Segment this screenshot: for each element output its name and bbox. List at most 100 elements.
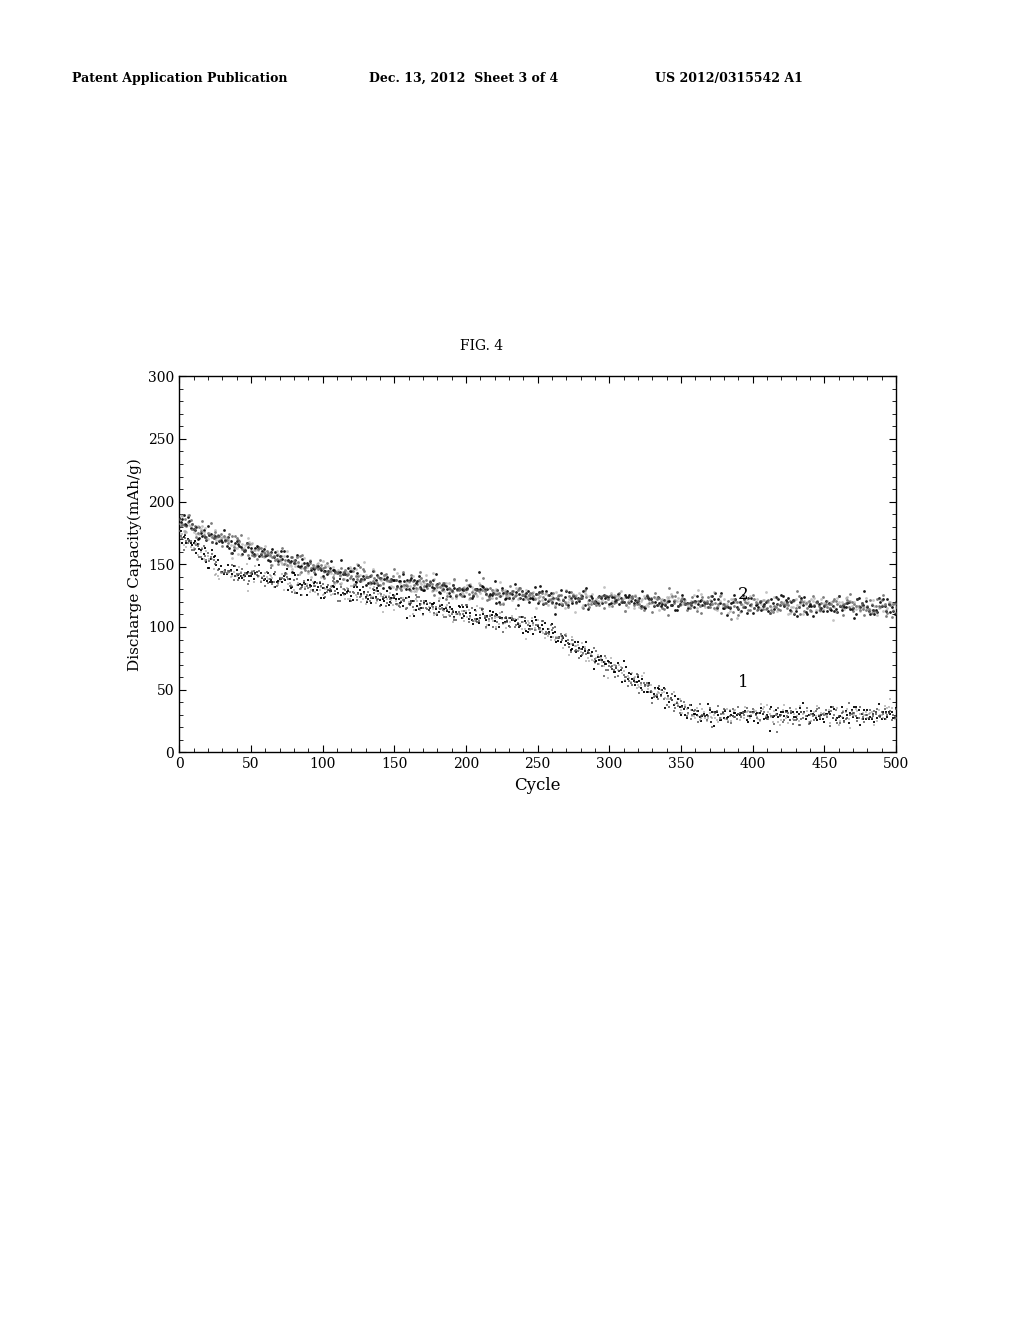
Point — [386, 587, 402, 609]
Point — [723, 589, 739, 610]
Point — [310, 577, 327, 598]
Point — [433, 598, 450, 619]
Point — [795, 603, 811, 624]
Point — [356, 552, 373, 573]
Point — [779, 706, 796, 727]
Point — [788, 701, 805, 722]
Point — [590, 586, 606, 607]
Point — [666, 591, 682, 612]
Point — [809, 593, 825, 614]
Point — [528, 598, 545, 619]
Point — [403, 591, 420, 612]
Point — [446, 570, 463, 591]
Point — [307, 572, 324, 593]
Point — [240, 581, 256, 602]
Point — [211, 525, 227, 546]
Point — [422, 572, 438, 593]
Point — [584, 642, 600, 663]
Point — [855, 702, 871, 723]
Point — [182, 510, 199, 531]
Point — [306, 561, 323, 582]
Point — [559, 595, 575, 616]
Point — [368, 579, 384, 601]
Point — [502, 616, 518, 638]
Point — [784, 714, 801, 735]
Point — [342, 560, 358, 581]
Point — [798, 709, 814, 730]
Point — [759, 590, 775, 611]
Point — [207, 553, 223, 574]
Point — [590, 644, 606, 665]
Point — [740, 701, 757, 722]
Point — [197, 550, 213, 572]
Point — [404, 565, 421, 586]
Point — [572, 645, 589, 667]
Point — [507, 573, 523, 594]
Point — [835, 594, 851, 615]
Point — [540, 623, 556, 644]
Point — [337, 560, 353, 581]
Point — [770, 599, 786, 620]
Point — [848, 697, 864, 718]
Point — [227, 566, 244, 587]
Point — [354, 589, 371, 610]
Point — [279, 566, 295, 587]
Point — [731, 702, 748, 723]
Point — [672, 591, 688, 612]
Point — [337, 583, 353, 605]
Point — [301, 550, 317, 572]
Point — [369, 590, 385, 611]
Point — [525, 615, 542, 636]
Point — [461, 611, 477, 632]
Point — [321, 560, 337, 581]
Point — [512, 587, 528, 609]
Point — [311, 572, 328, 593]
Point — [257, 562, 273, 583]
Point — [326, 576, 342, 597]
Point — [623, 587, 639, 609]
Point — [258, 561, 274, 582]
Point — [504, 607, 520, 628]
Point — [416, 576, 432, 597]
Point — [716, 698, 732, 719]
Point — [827, 590, 844, 611]
Point — [744, 585, 761, 606]
Point — [741, 702, 758, 723]
Point — [820, 598, 837, 619]
Point — [409, 578, 425, 599]
Point — [795, 594, 811, 615]
Point — [641, 681, 657, 702]
Point — [648, 684, 665, 705]
Point — [333, 557, 349, 578]
Point — [306, 557, 323, 578]
Point — [751, 709, 767, 730]
Point — [547, 630, 563, 651]
Point — [806, 709, 822, 730]
Point — [294, 585, 310, 606]
Point — [584, 587, 600, 609]
Point — [683, 593, 699, 614]
Point — [485, 582, 502, 603]
Point — [518, 582, 535, 603]
Point — [267, 541, 284, 562]
Point — [786, 709, 803, 730]
Point — [810, 705, 826, 726]
Point — [207, 525, 223, 546]
Point — [182, 517, 199, 539]
Point — [624, 585, 640, 606]
Point — [865, 704, 882, 725]
Point — [459, 597, 475, 618]
Point — [182, 536, 199, 557]
Point — [172, 515, 188, 536]
Point — [509, 612, 525, 634]
Point — [447, 610, 464, 631]
Point — [521, 612, 538, 634]
Point — [414, 590, 430, 611]
Point — [824, 595, 841, 616]
Point — [480, 589, 497, 610]
Point — [830, 586, 847, 607]
Point — [798, 593, 814, 614]
Point — [580, 590, 596, 611]
Point — [869, 602, 886, 623]
Point — [244, 532, 260, 553]
